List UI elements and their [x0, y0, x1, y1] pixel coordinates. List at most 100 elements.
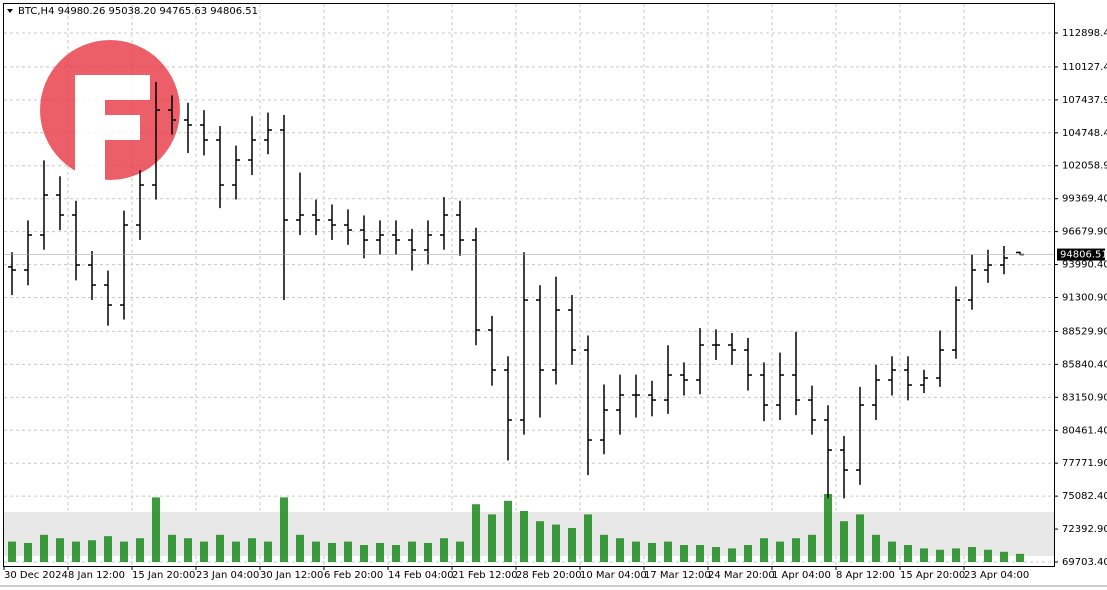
volume-bar — [424, 542, 432, 562]
volume-bar — [536, 521, 544, 562]
volume-bar — [152, 497, 160, 562]
volume-bar — [568, 528, 576, 562]
price-bars — [8, 81, 1024, 499]
volume-bar — [360, 545, 368, 562]
y-tick-label: 77771.90 — [1062, 458, 1107, 469]
volume-bar — [264, 541, 272, 562]
y-tick-label: 96679.90 — [1062, 227, 1107, 238]
last-price-box — [1057, 248, 1105, 261]
volume-bar — [712, 547, 720, 562]
y-tick-label: 72392.90 — [1062, 524, 1107, 535]
volume-bar — [776, 541, 784, 562]
x-tick-label: 14 Feb 04:00 — [388, 570, 454, 581]
header: BTC,H4 94980.26 95038.20 94765.63 94806.… — [18, 6, 258, 17]
volume-bar — [520, 511, 528, 562]
volume-bar — [1000, 551, 1008, 562]
logo-letter — [75, 75, 150, 180]
volume-bar — [904, 545, 912, 562]
volume-bar — [344, 541, 352, 562]
x-tick-label: 28 Feb 20:00 — [516, 570, 582, 581]
x-tick-label: 8 Apr 12:00 — [836, 570, 895, 581]
volume-bar — [840, 521, 848, 562]
volume-bar — [920, 548, 928, 562]
volume-bar — [280, 497, 288, 562]
volume-bar — [120, 541, 128, 562]
y-tick-label: 75082.40 — [1062, 491, 1107, 502]
volume-bar — [1016, 553, 1024, 562]
volume-bar — [824, 494, 832, 562]
volume-bar — [728, 548, 736, 562]
volume-bar — [472, 504, 480, 562]
volume-bar — [40, 534, 48, 562]
volume-bar — [584, 514, 592, 562]
x-tick-label: 23 Jan 04:00 — [196, 570, 259, 581]
volume-bar — [376, 542, 384, 562]
volume-bar — [616, 538, 624, 562]
volume-bar — [24, 542, 32, 562]
x-tick-label: 24 Mar 20:00 — [708, 570, 775, 581]
y-tick-label: 93990.40 — [1062, 260, 1107, 271]
volume-bar — [168, 534, 176, 562]
y-tick-label: 88529.90 — [1062, 326, 1107, 337]
volume-bar — [696, 545, 704, 562]
volume-bar — [632, 541, 640, 562]
volume-bar — [648, 542, 656, 562]
volume-bar — [328, 542, 336, 562]
y-tick-label: 83150.90 — [1062, 392, 1107, 403]
volume-bar — [88, 540, 96, 562]
y-tick-label: 99369.40 — [1062, 194, 1107, 205]
volume-bar — [872, 534, 880, 562]
y-tick-label: 107437.90 — [1062, 95, 1107, 106]
volume-bar — [952, 548, 960, 562]
y-tick-label: 69703.40 — [1062, 557, 1107, 568]
volume-bar — [440, 538, 448, 562]
volume-bar — [72, 541, 80, 562]
y-tick-label: 112898.40 — [1062, 28, 1107, 39]
x-tick-label: 17 Mar 12:00 — [644, 570, 711, 581]
y-tick-label: 102058.90 — [1062, 161, 1107, 172]
volume-bar — [296, 534, 304, 562]
x-tick-label: 10 Mar 04:00 — [580, 570, 647, 581]
volume-pane — [8, 494, 1024, 562]
y-tick-label: 110127.40 — [1062, 62, 1107, 73]
volume-bar — [392, 545, 400, 562]
volume-bar — [600, 534, 608, 562]
x-tick-label: 8 Jan 12:00 — [68, 570, 125, 581]
plot-frame — [3, 3, 1055, 567]
volume-bar — [216, 534, 224, 562]
volume-bar — [744, 545, 752, 562]
volume-bar — [792, 538, 800, 562]
x-tick-label: 1 Apr 04:00 — [772, 570, 831, 581]
y-tick-label: 91300.90 — [1062, 293, 1107, 304]
volume-bar — [664, 541, 672, 562]
last-price-label: 94806.51 — [1060, 250, 1107, 261]
x-tick-label: 30 Dec 2024 — [4, 570, 68, 581]
volume-bar — [984, 549, 992, 562]
x-tick-label: 21 Feb 12:00 — [452, 570, 518, 581]
volume-bar — [200, 541, 208, 562]
x-tick-label: 23 Apr 04:00 — [964, 570, 1029, 581]
menu-arrow[interactable] — [7, 9, 13, 13]
x-tick-label: 30 Jan 12:00 — [260, 570, 323, 581]
volume-bar — [456, 541, 464, 562]
volume-bar — [856, 514, 864, 562]
volume-bar — [232, 541, 240, 562]
volume-bar — [312, 541, 320, 562]
volume-bar — [968, 547, 976, 562]
axes: 69703.40 72392.90 75082.40 77771.90 80461.40… — [3, 28, 1107, 581]
volume-bar — [248, 538, 256, 562]
x-tick-label: 15 Jan 20:00 — [132, 570, 195, 581]
logo — [40, 40, 180, 180]
volume-bar — [808, 534, 816, 562]
volume-bar — [760, 538, 768, 562]
y-tick-label: 85840.40 — [1062, 359, 1107, 370]
volume-bar — [56, 538, 64, 562]
y-tick-label: 80461.40 — [1062, 425, 1107, 436]
volume-bar — [504, 500, 512, 562]
volume-bar — [488, 514, 496, 562]
volume-band — [4, 512, 1054, 556]
volume-bar — [104, 536, 112, 562]
volume-bar — [184, 538, 192, 562]
volume-bar — [552, 524, 560, 562]
